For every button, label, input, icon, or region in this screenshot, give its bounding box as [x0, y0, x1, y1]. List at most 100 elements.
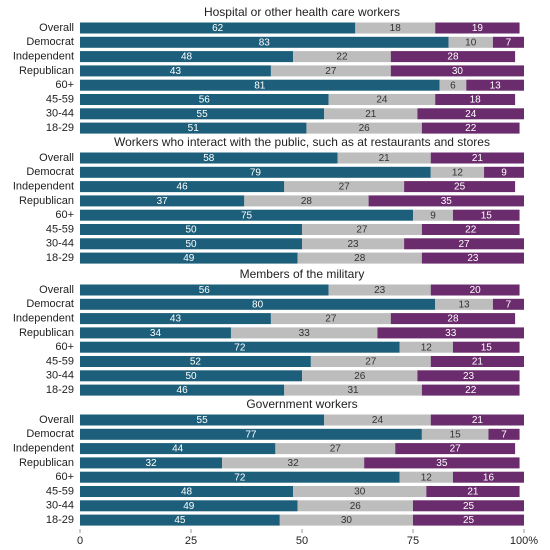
category-label: 45-59 — [46, 93, 74, 105]
value-label: 10 — [465, 37, 477, 48]
bar-segment — [284, 181, 405, 193]
bar-segment — [324, 414, 431, 426]
bar-segment — [306, 122, 422, 134]
value-label: 13 — [490, 80, 502, 91]
value-label: 43 — [170, 66, 182, 77]
bar-segment — [80, 284, 329, 296]
value-label: 7 — [501, 429, 507, 440]
value-label: 50 — [185, 225, 197, 236]
value-label: 81 — [254, 80, 266, 91]
bar-segment — [466, 79, 524, 91]
bar-segment — [302, 370, 418, 382]
value-label: 23 — [463, 371, 475, 382]
panel-title: Government workers — [246, 397, 357, 411]
value-label: 15 — [481, 210, 493, 221]
bar-segment — [430, 166, 485, 178]
value-label: 27 — [356, 225, 368, 236]
value-label: 32 — [145, 458, 157, 469]
bar-segment — [452, 209, 520, 221]
value-label: 33 — [445, 328, 457, 339]
value-label: 18 — [390, 23, 402, 34]
x-tick-label: 0 — [77, 535, 83, 547]
value-label: 26 — [354, 371, 366, 382]
bar-segment — [413, 209, 453, 221]
value-label: 80 — [252, 299, 264, 310]
bar-segment — [310, 356, 431, 367]
bar-segment — [80, 341, 400, 353]
value-label: 27 — [325, 314, 337, 325]
value-label: 28 — [447, 52, 459, 63]
value-label: 21 — [472, 357, 484, 368]
bar-segment — [302, 224, 422, 235]
bar-segment — [395, 443, 516, 455]
bar-segment — [80, 428, 422, 440]
value-label: 24 — [465, 109, 477, 120]
category-label: Overall — [39, 22, 74, 34]
value-label: 30 — [354, 487, 366, 498]
category-label: Republican — [19, 457, 74, 469]
bar-segment — [324, 108, 418, 120]
bar-segment — [421, 428, 489, 440]
value-label: 28 — [301, 196, 313, 207]
value-label: 28 — [447, 314, 459, 325]
value-label: 22 — [465, 123, 477, 134]
value-label: 25 — [463, 515, 475, 526]
bar-segment — [368, 195, 524, 207]
bar-segment — [222, 457, 365, 469]
value-label: 34 — [150, 328, 162, 339]
bar-segment — [435, 94, 516, 105]
value-label: 22 — [465, 385, 477, 396]
value-label: 26 — [359, 123, 371, 134]
bar-segment — [80, 79, 440, 91]
value-label: 25 — [454, 182, 466, 193]
category-label: Republican — [19, 65, 74, 77]
value-label: 56 — [199, 95, 211, 106]
bar-segment — [80, 65, 271, 77]
bar-segment — [293, 51, 391, 63]
value-label: 79 — [250, 167, 262, 178]
category-label: 60+ — [55, 209, 74, 221]
value-label: 35 — [441, 196, 453, 207]
bar-segment — [421, 122, 520, 134]
bar-segment — [404, 181, 516, 193]
value-label: 48 — [181, 52, 193, 63]
value-label: 50 — [185, 239, 197, 250]
bar-segment — [417, 108, 524, 120]
x-tick-label: 50 — [296, 535, 308, 547]
value-label: 49 — [183, 253, 195, 264]
category-label: Democrat — [26, 36, 74, 48]
bar-segment — [328, 94, 436, 105]
bar-segment — [390, 51, 516, 63]
bar-segment — [364, 457, 520, 469]
bar-segment — [80, 313, 271, 325]
bar-segment — [80, 384, 285, 396]
category-label: Republican — [19, 327, 74, 339]
category-label: Independent — [13, 51, 74, 63]
bar-segment — [80, 224, 302, 235]
value-label: 55 — [197, 415, 209, 426]
value-label: 19 — [472, 23, 484, 34]
category-label: 45-59 — [46, 485, 74, 497]
bar-segment — [355, 22, 436, 34]
bar-segment — [421, 384, 520, 396]
value-label: 56 — [199, 285, 211, 296]
category-label: Democrat — [26, 298, 74, 310]
value-label: 7 — [506, 299, 512, 310]
category-label: Democrat — [26, 166, 74, 178]
value-label: 51 — [188, 123, 200, 134]
category-label: 30-44 — [46, 108, 74, 120]
bar-segment — [80, 356, 311, 367]
bar-segment — [413, 514, 524, 526]
value-label: 27 — [339, 182, 351, 193]
bar-segment — [399, 471, 453, 483]
category-label: 18-29 — [46, 252, 74, 264]
value-label: 30 — [452, 66, 464, 77]
category-label: Overall — [39, 284, 74, 296]
bar-segment — [80, 298, 436, 310]
value-label: 50 — [185, 371, 197, 382]
value-label: 77 — [245, 429, 257, 440]
bar-segment — [439, 79, 467, 91]
category-label: Independent — [13, 181, 74, 193]
bar-segment — [80, 181, 285, 193]
